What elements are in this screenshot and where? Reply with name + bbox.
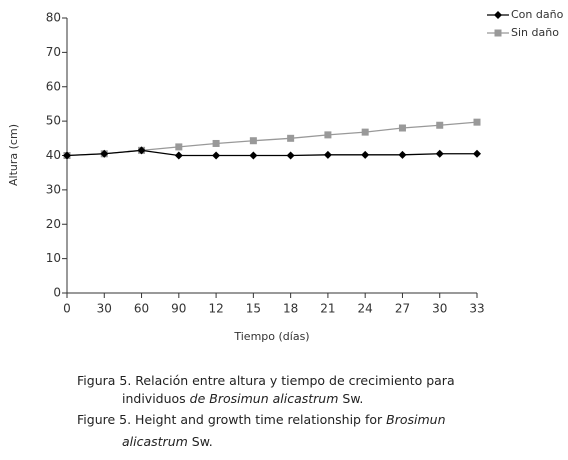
x-axis-label: Tiempo (días) [233,330,309,343]
point [63,151,71,160]
x-tick-label: 0 [63,302,71,316]
x-tick-label: 15 [246,302,261,316]
point [361,150,370,159]
legend-label: Sin daño [511,26,559,39]
x-tick-label: 24 [358,302,373,316]
x-tick-label: 18 [283,302,298,316]
caption-text: individuos [122,391,190,406]
y-axis-label: Altura (cm) [7,124,20,186]
caption-text: Sw. [188,434,213,449]
caption-text: Brosimun [386,412,445,427]
x-tick-label: 30 [432,302,447,316]
point [473,149,481,158]
x-tick-label: 12 [208,302,223,316]
point [435,149,444,158]
y-tick-label: 0 [53,286,61,300]
point [212,139,220,147]
y-tick-label: 60 [46,79,61,93]
caption-text: Figure 5. Height and growth time relatio… [77,412,386,427]
caption-text: Figura 5. Relación entre altura y tiempo… [77,373,455,388]
point [436,121,444,129]
point [137,146,146,155]
caption-text: alicastrum [122,434,188,449]
y-tick-label: 20 [46,217,61,231]
series-line [66,149,477,157]
point [287,134,295,142]
x-tick-label: 60 [134,302,149,316]
point [175,143,183,151]
point [398,150,407,159]
x-tick-label: 90 [171,302,186,316]
x-tick-label: 33 [469,302,484,316]
point [324,131,332,139]
caption-line: alicastrum Sw. [122,434,213,449]
y-tick-label: 70 [46,45,61,59]
y-tick-label: 40 [46,148,61,162]
point [249,151,258,160]
y-tick-label: 50 [46,114,61,128]
point [323,150,332,159]
caption-text: Sw. [338,391,363,406]
point [494,11,502,19]
x-tick-label: 30 [97,302,112,316]
point [100,149,109,158]
series-line [66,121,478,157]
x-tick-label: 21 [320,302,335,316]
point [249,137,257,145]
legend-label: Con daño [511,8,564,21]
x-tick-label: 27 [395,302,410,316]
y-tick-label: 80 [46,11,61,25]
caption-line: individuos de Brosimun alicastrum Sw. [122,391,363,406]
point [212,151,221,160]
caption-line: Figure 5. Height and growth time relatio… [77,412,446,427]
point [473,118,481,126]
caption-line: Figura 5. Relación entre altura y tiempo… [77,373,455,388]
y-tick-label: 10 [46,251,61,265]
caption-text: de Brosimun alicastrum [190,391,339,406]
point [398,124,406,132]
point [174,151,183,160]
y-tick-label: 30 [46,182,61,196]
point [286,151,295,160]
point [361,128,369,136]
point [494,29,502,37]
